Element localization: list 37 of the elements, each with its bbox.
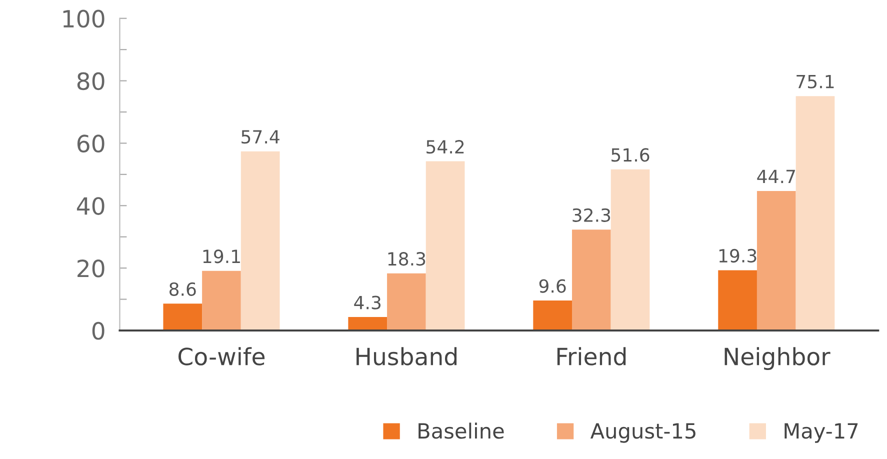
bar	[756, 190, 796, 330]
y-tick-label: 40	[76, 197, 104, 215]
x-tick-label: Co-wife	[178, 347, 265, 366]
bar	[240, 151, 280, 330]
y-tick-label: 80	[77, 72, 104, 90]
bar	[163, 304, 202, 330]
bar	[718, 270, 757, 330]
data-label: 8.6	[170, 282, 196, 296]
bar	[202, 270, 241, 330]
data-label: 32.3	[572, 208, 610, 222]
bar	[387, 273, 426, 330]
legend-label: May-17	[784, 423, 858, 443]
x-tick-label: Neighbor	[724, 347, 830, 370]
y-tick-label: 20	[78, 260, 104, 278]
bar	[572, 230, 611, 330]
data-label: 19.3	[719, 248, 756, 263]
legend-label: Baseline	[418, 422, 504, 439]
data-label: 51.6	[612, 148, 650, 162]
y-tick-label: 0	[92, 322, 104, 340]
data-label: 4.3	[354, 296, 381, 310]
y-tick-label: 100	[63, 10, 104, 28]
data-label: 75.1	[796, 74, 834, 88]
data-label: 57.4	[242, 130, 280, 144]
legend-label: August-15	[590, 423, 696, 443]
bar	[610, 169, 650, 330]
bar	[348, 317, 388, 330]
bar	[533, 300, 572, 330]
data-label: 54.2	[426, 140, 464, 154]
y-tick-label: 60	[77, 134, 104, 153]
data-label: 18.3	[388, 252, 426, 266]
data-label: 19.1	[203, 250, 240, 264]
x-tick-label: Friend	[557, 347, 626, 366]
data-label: 9.6	[539, 279, 566, 293]
x-tick-label: Husband	[356, 347, 457, 366]
data-label: 44.7	[757, 170, 795, 184]
bar	[426, 161, 465, 330]
bar	[796, 96, 835, 330]
